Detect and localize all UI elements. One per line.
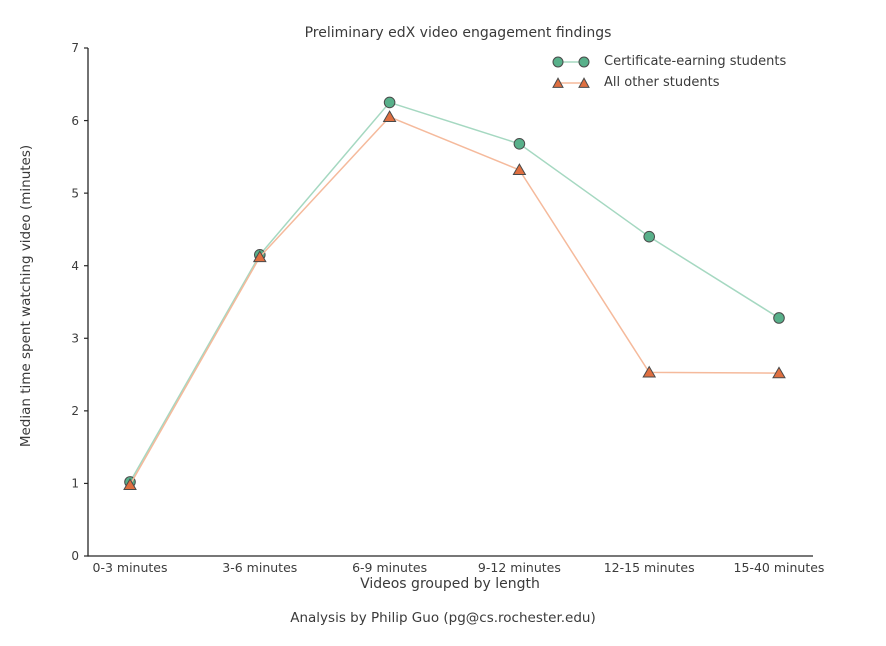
legend-label-other-students: All other students (604, 75, 720, 90)
x-tick-label: 3-6 minutes (222, 560, 297, 575)
y-tick-label: 4 (71, 259, 79, 273)
x-axis-label: Videos grouped by length (360, 576, 540, 592)
data-point-circle (643, 230, 656, 243)
legend-item-certificate-students: Certificate-earning students (549, 51, 786, 72)
chart-title: Preliminary edX video engagement finding… (304, 25, 612, 41)
x-tick-label: 0-3 minutes (93, 560, 168, 575)
legend-circle-markers-icon (552, 56, 590, 67)
data-point-circle (773, 312, 785, 324)
data-point-triangle (382, 110, 397, 123)
series-line-0 (129, 101, 780, 483)
y-tick-label: 7 (71, 41, 79, 55)
x-tick-label: 9-12 minutes (478, 560, 561, 575)
data-point-triangle (642, 365, 657, 378)
y-tick-label: 0 (71, 549, 79, 563)
data-point-triangle (512, 163, 527, 176)
data-point-circle (383, 96, 396, 109)
data-point-circle (513, 137, 526, 150)
caption: Analysis by Philip Guo (pg@cs.rochester.… (290, 610, 596, 626)
y-tick-label: 3 (71, 331, 79, 345)
y-tick-label: 2 (71, 404, 79, 418)
x-tick-label: 12-15 minutes (604, 560, 695, 575)
y-tick-label: 6 (71, 114, 79, 128)
legend-item-other-students: All other students (549, 72, 786, 93)
data-point-triangle (123, 478, 137, 490)
x-tick-label: 15-40 minutes (734, 560, 825, 575)
series-line-1 (129, 116, 780, 486)
data-point-triangle (772, 366, 786, 379)
y-tick-label: 1 (71, 477, 79, 491)
legend-triangle-markers-icon (552, 76, 590, 88)
x-tick-label: 6-9 minutes (352, 560, 427, 575)
y-tick-label: 5 (71, 186, 79, 200)
legend-label-certificate-students: Certificate-earning students (604, 54, 787, 69)
legend: Certificate-earning students All other s… (549, 51, 786, 93)
data-point-triangle (252, 250, 267, 263)
